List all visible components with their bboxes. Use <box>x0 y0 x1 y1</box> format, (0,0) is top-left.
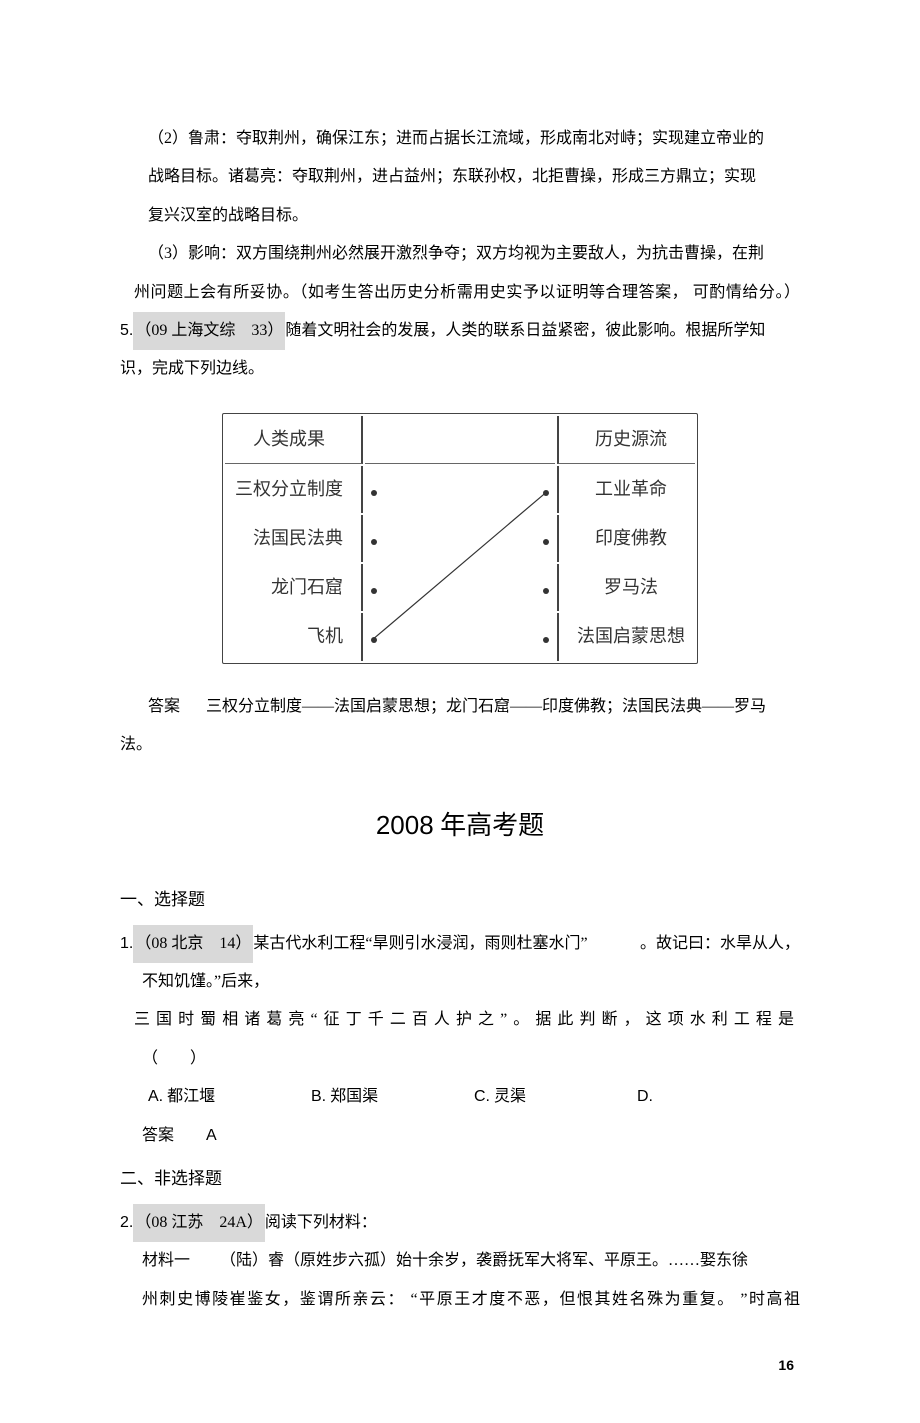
cell-left-2: 龙门石窟 <box>225 564 363 611</box>
cell-mid-2 <box>365 564 555 611</box>
option-c: C.灵渠 <box>474 1078 637 1116</box>
table-row: 飞机 法国启蒙思想 <box>225 613 695 660</box>
table-row: 龙门石窟 罗马法 <box>225 564 695 611</box>
table-row: 法国民法典 印度佛教 <box>225 515 695 562</box>
cell-mid-1 <box>365 515 555 562</box>
cell-right-2: 罗马法 <box>557 564 695 611</box>
dot-icon <box>371 637 377 643</box>
answer-3-line-1: （3）影响：双方围绕荆州必然展开激烈争夺；双方均视为主要敌人，为抗击曹操，在荆 <box>120 235 800 273</box>
header-right: 历史源流 <box>557 416 695 464</box>
table-header-row: 人类成果 历史源流 <box>225 416 695 464</box>
year-heading: 2008 年高考题 <box>120 764 800 875</box>
cell-left-3: 飞机 <box>225 613 363 660</box>
dot-icon <box>371 539 377 545</box>
year-number: 2008 <box>376 810 434 840</box>
q1-options: A.都江堰 B.郑国渠 C.灵渠 D. <box>120 1078 800 1116</box>
q2-number: 2. <box>120 1204 133 1242</box>
q2-stem-row: 2. （08 江苏 24A） 阅读下列材料： <box>120 1204 800 1242</box>
q1-answer-value: A <box>206 1127 217 1144</box>
q1-number: 1. <box>120 925 133 963</box>
q5-stem-b: 识，完成下列边线。 <box>120 350 800 388</box>
q5-answer-label: 答案 <box>148 698 180 715</box>
answer-3-line-2b: 可酌情给分。） <box>693 284 800 301</box>
dot-icon <box>371 588 377 594</box>
dot-icon <box>543 637 549 643</box>
q2-material-text-2b: “平原王才度不恶，但恨其姓名殊为重复。 <box>411 1291 735 1308</box>
answer-2-line-2: 战略目标。诸葛亮：夺取荆州，进占益州；东联孙权，北拒曹操，形成三方鼎立；实现 <box>120 158 800 196</box>
option-b-text: 郑国渠 <box>330 1088 378 1105</box>
matching-diagram: 人类成果 历史源流 三权分立制度 工业革命 法国民法典 印度佛教 龙门石窟 罗马… <box>222 413 698 664</box>
q2-source-tag: （08 江苏 24A） <box>133 1204 265 1242</box>
cell-right-1: 印度佛教 <box>557 515 695 562</box>
cell-right-0: 工业革命 <box>557 466 695 513</box>
option-c-label: C. <box>474 1088 490 1105</box>
q1-line-3: 三国时蜀相诸葛亮“征丁千二百人护之”。据此判断，这项水利工程是 <box>120 1001 800 1039</box>
q1-stem-a: 某古代水利工程“旱则引水浸润，雨则杜塞水门” <box>253 925 587 963</box>
q5-answer-line-1: 答案 三权分立制度——法国启蒙思想；龙门石窟——印度佛教；法国民法典——罗马 <box>120 674 800 726</box>
q5-source-tag: （09 上海文综 33） <box>133 312 285 350</box>
option-d-label: D. <box>637 1088 653 1105</box>
q1-line-2: 不知饥馑。”后来， <box>120 963 800 1001</box>
q2-stem: 阅读下列材料： <box>265 1204 377 1242</box>
dot-icon <box>543 588 549 594</box>
q5-answer-text-a: 三权分立制度——法国启蒙思想；龙门石窟——印度佛教；法国民法典——罗马 <box>206 698 766 715</box>
table-row: 三权分立制度 工业革命 <box>225 466 695 513</box>
section-multiple-choice: 一、选择题 <box>120 876 800 925</box>
q2-material-line-2: 州刺史博陵崔鉴女，鉴谓所亲云： “平原王才度不恶，但恨其姓名殊为重复。 ”时高祖 <box>120 1281 800 1319</box>
q2-material-text-2c: ”时高祖 <box>740 1291 800 1308</box>
q1-answer: 答案 A <box>120 1117 800 1155</box>
dot-icon <box>543 539 549 545</box>
matching-table: 人类成果 历史源流 三权分立制度 工业革命 法国民法典 印度佛教 龙门石窟 罗马… <box>223 414 697 663</box>
answer-3-line-2a: 州问题上会有所妥协。（如考生答出历史分析需用史实予以证明等合理答案， <box>134 284 688 301</box>
q2-material-text-2a: 州刺史博陵崔鉴女，鉴谓所亲云： <box>142 1291 405 1308</box>
cell-left-1: 法国民法典 <box>225 515 363 562</box>
section-free-response: 二、非选择题 <box>120 1155 800 1204</box>
cell-mid-3 <box>365 613 555 660</box>
cell-right-3: 法国启蒙思想 <box>557 613 695 660</box>
q1-answer-label: 答案 <box>142 1127 174 1144</box>
option-a-label: A. <box>148 1088 163 1105</box>
dot-icon <box>371 490 377 496</box>
q5-stem-row: 5. （09 上海文综 33） 随着文明社会的发展，人类的联系日益紧密，彼此影响… <box>120 312 800 350</box>
q2-material-label: 材料一 <box>142 1252 190 1269</box>
q1-source-tag: （08 北京 14） <box>133 925 253 963</box>
cell-mid-0 <box>365 466 555 513</box>
option-a: A.都江堰 <box>148 1078 311 1116</box>
q1-stem-row: 1. （08 北京 14） 某古代水利工程“旱则引水浸润，雨则杜塞水门” 。故记… <box>120 925 800 963</box>
q1-stem-b: 。故记曰：水旱从人， <box>640 925 800 963</box>
option-c-text: 灵渠 <box>494 1088 526 1105</box>
cell-left-0: 三权分立制度 <box>225 466 363 513</box>
header-mid <box>365 416 555 464</box>
matching-diagram-wrap: 人类成果 历史源流 三权分立制度 工业革命 法国民法典 印度佛教 龙门石窟 罗马… <box>120 389 800 674</box>
answer-2-line-1: （2）鲁肃：夺取荆州，确保江东；进而占据长江流域，形成南北对峙；实现建立帝业的 <box>120 120 800 158</box>
option-a-text: 都江堰 <box>167 1088 215 1105</box>
q5-stem-a: 随着文明社会的发展，人类的联系日益紧密，彼此影响。根据所学知 <box>285 312 765 350</box>
answer-2-line-3: 复兴汉室的战略目标。 <box>120 197 800 235</box>
q1-paren: （ ） <box>120 1040 800 1078</box>
page-number: 16 <box>120 1319 800 1383</box>
option-b-label: B. <box>311 1088 326 1105</box>
q2-material-line-1: 材料一 （陆）睿（原姓步六孤）始十余岁，袭爵抚军大将军、平原王。……娶东徐 <box>120 1242 800 1280</box>
dot-icon <box>543 490 549 496</box>
year-suffix: 年高考题 <box>434 811 545 840</box>
option-b: B.郑国渠 <box>311 1078 474 1116</box>
option-d: D. <box>637 1078 800 1116</box>
answer-3-line-2: 州问题上会有所妥协。（如考生答出历史分析需用史实予以证明等合理答案， 可酌情给分… <box>120 274 800 312</box>
q5-answer-line-2: 法。 <box>120 726 800 764</box>
header-left: 人类成果 <box>225 416 363 464</box>
q5-number: 5. <box>120 312 133 350</box>
q2-material-text-1: （陆）睿（原姓步六孤）始十余岁，袭爵抚军大将军、平原王。……娶东徐 <box>220 1252 748 1269</box>
